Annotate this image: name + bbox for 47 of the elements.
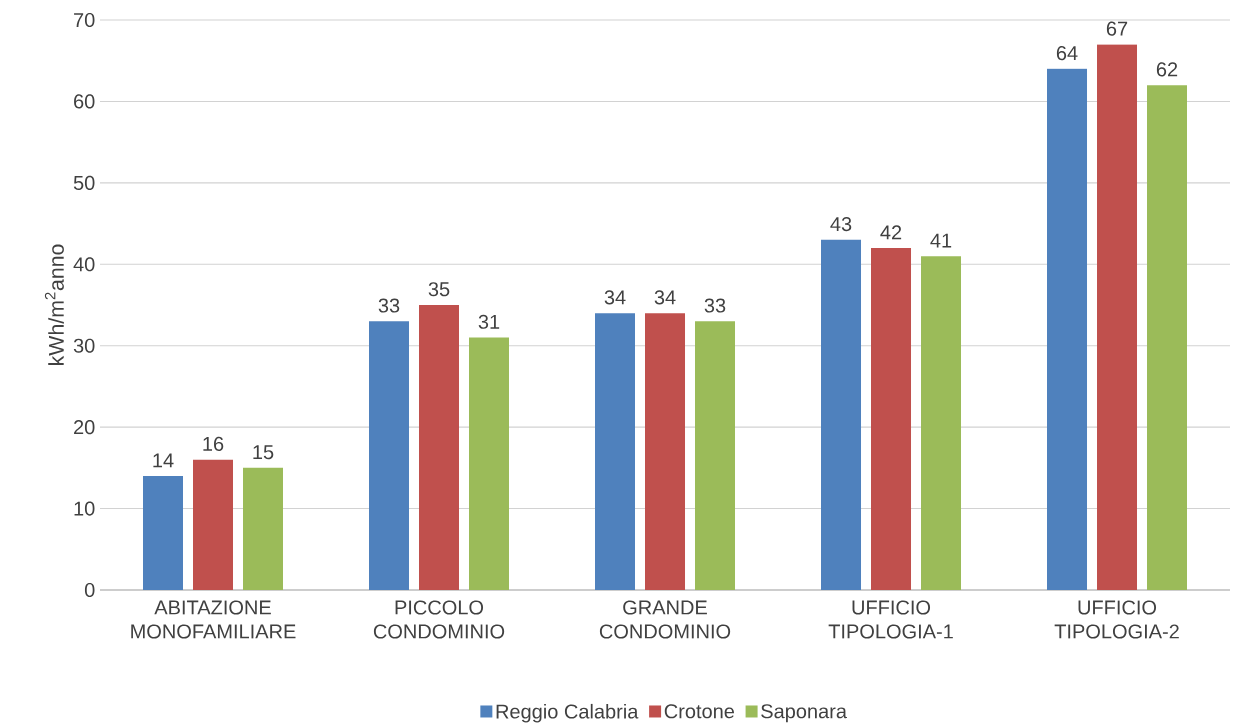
- y-tick-label: 10: [74, 501, 95, 516]
- x-tick-label: UFFICIO TIPOLOGIA-2: [1054, 600, 1179, 639]
- data-label: 31: [478, 314, 500, 329]
- bar: [821, 239, 862, 590]
- x-tick-label: ABITAZIONE MONOFAMILIARE: [131, 600, 296, 639]
- x-tick-label: UFFICIO TIPOLOGIA-1: [828, 600, 953, 639]
- data-label: 16: [203, 436, 224, 451]
- bar: [469, 337, 510, 590]
- x-tick-label: GRANDE CONDOMINIO: [599, 600, 731, 639]
- bar: [1097, 44, 1138, 590]
- data-label: 14: [153, 453, 174, 468]
- bar: [243, 467, 283, 590]
- data-label: 67: [1106, 21, 1128, 36]
- legend-label: Reggio Calabria: [496, 703, 639, 723]
- y-tick-label: 30: [73, 338, 95, 353]
- y-tick-label: 40: [73, 257, 95, 272]
- y-tick-label: 0: [84, 582, 95, 598]
- bar: [921, 256, 962, 590]
- y-tick-label: 60: [74, 94, 95, 109]
- data-label: 41: [930, 233, 952, 248]
- legend-label: Crotone: [664, 704, 735, 719]
- bar: [645, 313, 686, 590]
- y-tick-label: 20: [74, 420, 95, 435]
- y-axis-title: kWh/m$^{2}$anno: [44, 244, 64, 365]
- data-label: 64: [1056, 45, 1078, 61]
- bar: [871, 248, 912, 590]
- data-label: 34: [654, 290, 676, 305]
- y-tick-label: 70: [74, 12, 95, 28]
- data-label: 62: [1156, 62, 1178, 77]
- data-label: 15: [253, 445, 274, 460]
- data-label: 35: [428, 282, 450, 297]
- bar: [143, 476, 183, 590]
- data-label: 43: [830, 216, 852, 232]
- data-label: 42: [880, 225, 902, 240]
- bar: [695, 321, 736, 590]
- x-tick-label: PICCOLO CONDOMINIO: [373, 600, 505, 639]
- data-label: 34: [604, 290, 626, 305]
- data-label: 33: [378, 298, 400, 313]
- bar: [193, 459, 233, 590]
- legend-label: Saponara: [761, 704, 847, 723]
- data-label: 33: [704, 298, 726, 313]
- bar: [1147, 85, 1188, 590]
- y-tick-label: 50: [73, 175, 95, 190]
- bar: [595, 313, 635, 590]
- bar: [369, 321, 409, 590]
- bar: [1047, 68, 1088, 590]
- bar: [419, 305, 459, 590]
